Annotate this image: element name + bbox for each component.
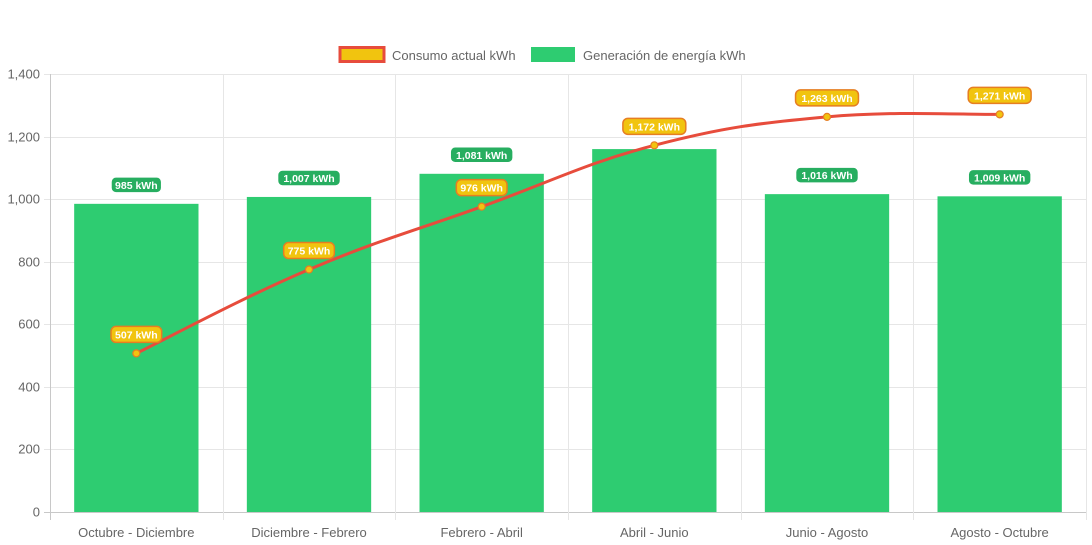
svg-text:976 kWh: 976 kWh — [460, 183, 503, 195]
line-data-label: 976 kWh — [455, 178, 508, 197]
svg-text:507 kWh: 507 kWh — [115, 329, 158, 341]
x-tick-label: Octubre - Diciembre — [78, 525, 194, 540]
legend-item-consumo[interactable]: Consumo actual kWh — [338, 46, 516, 64]
y-tick-label: 1,000 — [7, 192, 40, 207]
bar-data-label: 1,009 kWh — [967, 168, 1032, 187]
bar-data-label: 1,016 kWh — [794, 166, 860, 184]
y-tick-label: 0 — [33, 505, 40, 520]
line-point[interactable] — [477, 202, 486, 211]
legend-item-generacion[interactable]: Generación de energía kWh — [531, 47, 746, 63]
x-tick-label: Abril - Junio — [620, 525, 689, 540]
y-tick-label: 600 — [18, 317, 40, 332]
x-tick-label: Agosto - Octubre — [951, 525, 1049, 540]
bar-data-label: 1,007 kWh — [276, 169, 342, 187]
svg-text:1,263 kWh: 1,263 kWh — [801, 93, 852, 105]
bar[interactable] — [592, 149, 717, 513]
line-data-label: 775 kWh — [282, 241, 336, 260]
x-tick-label: Diciembre - Febrero — [251, 525, 367, 540]
line-data-label: 1,263 kWh — [794, 89, 860, 107]
bar-data-label: 985 kWh — [110, 176, 163, 194]
line-series — [132, 110, 1004, 358]
svg-text:Consumo actual kWh: Consumo actual kWh — [392, 48, 516, 63]
y-tick-label: 1,400 — [7, 67, 40, 82]
line-data-label: 1,271 kWh — [967, 86, 1032, 105]
bar[interactable] — [74, 203, 199, 513]
svg-text:1,009 kWh: 1,009 kWh — [974, 172, 1025, 184]
svg-text:1,271 kWh: 1,271 kWh — [974, 90, 1025, 102]
line-point[interactable] — [650, 141, 659, 150]
bar[interactable] — [937, 196, 1062, 512]
y-tick-label: 800 — [18, 255, 40, 270]
x-tick-label: Junio - Agosto — [786, 525, 868, 540]
line-data-label: 507 kWh — [110, 325, 163, 344]
line-point[interactable] — [995, 110, 1004, 119]
svg-text:Generación de energía kWh: Generación de energía kWh — [583, 48, 746, 63]
bar[interactable] — [764, 194, 890, 512]
bar[interactable] — [419, 173, 544, 512]
svg-text:1,172 kWh: 1,172 kWh — [629, 121, 680, 133]
bar-data-label: 1,081 kWh — [449, 146, 514, 164]
bar-series — [74, 149, 1062, 513]
svg-text:1,016 kWh: 1,016 kWh — [801, 170, 852, 182]
line-point[interactable] — [132, 349, 141, 358]
y-tick-label: 400 — [18, 380, 40, 395]
axes: 0 200 400 600 800 1,000 1,200 1,400 Octubre - Di… — [7, 67, 1048, 541]
x-tick-label: Febrero - Abril — [440, 525, 522, 540]
svg-text:775 kWh: 775 kWh — [288, 246, 331, 258]
svg-text:985 kWh: 985 kWh — [115, 180, 158, 192]
consumption-line — [135, 111, 1000, 355]
grid — [44, 74, 1087, 520]
svg-text:1,007 kWh: 1,007 kWh — [283, 173, 334, 185]
svg-text:1,081 kWh: 1,081 kWh — [456, 150, 507, 162]
y-tick-label: 200 — [18, 442, 40, 457]
data-labels: 985 kWh 1,007 kWh 1,081 kWh 1,016 kWh 1,009 … — [110, 86, 1032, 344]
y-tick-label: 1,200 — [7, 130, 40, 145]
line-point[interactable] — [822, 112, 832, 121]
line-data-label: 1,172 kWh — [622, 117, 687, 136]
line-point[interactable] — [304, 265, 314, 274]
legend[interactable]: Consumo actual kWh Generación de energía … — [338, 46, 746, 64]
